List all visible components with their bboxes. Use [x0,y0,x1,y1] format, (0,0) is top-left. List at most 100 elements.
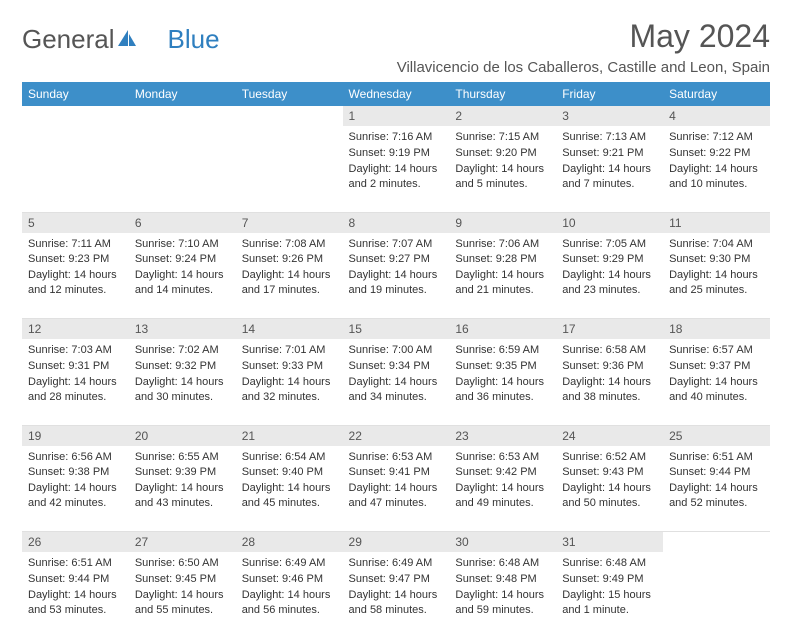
day-number: 1 [343,106,450,126]
day-cell: Sunrise: 6:53 AMSunset: 9:41 PMDaylight:… [343,446,450,532]
day-number: 26 [22,532,129,553]
day-cell: Sunrise: 7:12 AMSunset: 9:22 PMDaylight:… [663,126,770,212]
daylight-line: Daylight: 15 hours and 1 minute. [562,588,657,618]
sunrise-line: Sunrise: 6:52 AM [562,450,657,465]
weekday-header: Thursday [449,82,556,106]
sunset-line: Sunset: 9:44 PM [669,465,764,480]
empty-daynum [663,532,770,553]
day-number: 5 [22,212,129,233]
day-details: Sunrise: 6:55 AMSunset: 9:39 PMDaylight:… [135,450,230,511]
day-details: Sunrise: 7:15 AMSunset: 9:20 PMDaylight:… [455,130,550,191]
sunset-line: Sunset: 9:26 PM [242,252,337,267]
day-cell: Sunrise: 7:15 AMSunset: 9:20 PMDaylight:… [449,126,556,212]
sunset-line: Sunset: 9:19 PM [349,146,444,161]
daylight-line: Daylight: 14 hours and 28 minutes. [28,375,123,405]
sunset-line: Sunset: 9:20 PM [455,146,550,161]
header: General Blue May 2024 Villavicencio de l… [22,18,770,76]
day-number: 25 [663,425,770,446]
day-number: 21 [236,425,343,446]
sunrise-line: Sunrise: 7:02 AM [135,343,230,358]
day-details: Sunrise: 6:53 AMSunset: 9:41 PMDaylight:… [349,450,444,511]
sunrise-line: Sunrise: 6:54 AM [242,450,337,465]
sunrise-line: Sunrise: 6:49 AM [349,556,444,571]
day-cell: Sunrise: 6:55 AMSunset: 9:39 PMDaylight:… [129,446,236,532]
sunrise-line: Sunrise: 7:16 AM [349,130,444,145]
day-number: 19 [22,425,129,446]
sunset-line: Sunset: 9:43 PM [562,465,657,480]
weekday-header: Tuesday [236,82,343,106]
daylight-line: Daylight: 14 hours and 42 minutes. [28,481,123,511]
daylight-line: Daylight: 14 hours and 40 minutes. [669,375,764,405]
sunset-line: Sunset: 9:22 PM [669,146,764,161]
content-row: Sunrise: 6:56 AMSunset: 9:38 PMDaylight:… [22,446,770,532]
daylight-line: Daylight: 14 hours and 36 minutes. [455,375,550,405]
logo-text-blue: Blue [168,24,220,55]
daylight-line: Daylight: 14 hours and 19 minutes. [349,268,444,298]
day-cell: Sunrise: 6:49 AMSunset: 9:46 PMDaylight:… [236,552,343,638]
daylight-line: Daylight: 14 hours and 25 minutes. [669,268,764,298]
logo: General Blue [22,24,220,55]
day-number: 8 [343,212,450,233]
daylight-line: Daylight: 14 hours and 23 minutes. [562,268,657,298]
day-cell: Sunrise: 7:01 AMSunset: 9:33 PMDaylight:… [236,339,343,425]
sunrise-line: Sunrise: 6:48 AM [562,556,657,571]
day-number: 11 [663,212,770,233]
day-details: Sunrise: 7:00 AMSunset: 9:34 PMDaylight:… [349,343,444,404]
day-details: Sunrise: 7:13 AMSunset: 9:21 PMDaylight:… [562,130,657,191]
daylight-line: Daylight: 14 hours and 10 minutes. [669,162,764,192]
day-details: Sunrise: 6:49 AMSunset: 9:46 PMDaylight:… [242,556,337,617]
sunset-line: Sunset: 9:45 PM [135,572,230,587]
sunrise-line: Sunrise: 7:08 AM [242,237,337,252]
daynum-row: 1234 [22,106,770,126]
day-cell: Sunrise: 7:02 AMSunset: 9:32 PMDaylight:… [129,339,236,425]
daylight-line: Daylight: 14 hours and 17 minutes. [242,268,337,298]
day-cell: Sunrise: 7:11 AMSunset: 9:23 PMDaylight:… [22,233,129,319]
sunset-line: Sunset: 9:35 PM [455,359,550,374]
sunrise-line: Sunrise: 6:56 AM [28,450,123,465]
day-cell: Sunrise: 6:48 AMSunset: 9:49 PMDaylight:… [556,552,663,638]
sunrise-line: Sunrise: 6:51 AM [28,556,123,571]
day-cell: Sunrise: 6:49 AMSunset: 9:47 PMDaylight:… [343,552,450,638]
day-cell: Sunrise: 6:56 AMSunset: 9:38 PMDaylight:… [22,446,129,532]
weekday-header: Sunday [22,82,129,106]
day-details: Sunrise: 6:52 AMSunset: 9:43 PMDaylight:… [562,450,657,511]
sunrise-line: Sunrise: 6:58 AM [562,343,657,358]
daylight-line: Daylight: 14 hours and 59 minutes. [455,588,550,618]
day-number: 20 [129,425,236,446]
sunset-line: Sunset: 9:32 PM [135,359,230,374]
day-number: 4 [663,106,770,126]
calendar-table: SundayMondayTuesdayWednesdayThursdayFrid… [22,82,770,638]
day-cell: Sunrise: 7:08 AMSunset: 9:26 PMDaylight:… [236,233,343,319]
sunset-line: Sunset: 9:33 PM [242,359,337,374]
sunrise-line: Sunrise: 7:13 AM [562,130,657,145]
day-number: 13 [129,319,236,340]
daynum-row: 262728293031 [22,532,770,553]
day-cell: Sunrise: 6:54 AMSunset: 9:40 PMDaylight:… [236,446,343,532]
sunset-line: Sunset: 9:34 PM [349,359,444,374]
day-number: 14 [236,319,343,340]
day-details: Sunrise: 7:12 AMSunset: 9:22 PMDaylight:… [669,130,764,191]
day-number: 15 [343,319,450,340]
day-details: Sunrise: 7:11 AMSunset: 9:23 PMDaylight:… [28,237,123,298]
sunset-line: Sunset: 9:24 PM [135,252,230,267]
day-number: 18 [663,319,770,340]
sunrise-line: Sunrise: 7:12 AM [669,130,764,145]
sunrise-line: Sunrise: 6:50 AM [135,556,230,571]
day-number: 12 [22,319,129,340]
day-number: 28 [236,532,343,553]
content-row: Sunrise: 7:03 AMSunset: 9:31 PMDaylight:… [22,339,770,425]
empty-daynum [129,106,236,126]
day-number: 30 [449,532,556,553]
daylight-line: Daylight: 14 hours and 38 minutes. [562,375,657,405]
day-number: 6 [129,212,236,233]
day-details: Sunrise: 6:48 AMSunset: 9:49 PMDaylight:… [562,556,657,617]
logo-text-general: General [22,24,115,55]
day-details: Sunrise: 6:53 AMSunset: 9:42 PMDaylight:… [455,450,550,511]
day-number: 29 [343,532,450,553]
sunset-line: Sunset: 9:37 PM [669,359,764,374]
sunset-line: Sunset: 9:36 PM [562,359,657,374]
sunset-line: Sunset: 9:38 PM [28,465,123,480]
weekday-header: Friday [556,82,663,106]
sunrise-line: Sunrise: 6:53 AM [349,450,444,465]
day-cell: Sunrise: 6:51 AMSunset: 9:44 PMDaylight:… [22,552,129,638]
